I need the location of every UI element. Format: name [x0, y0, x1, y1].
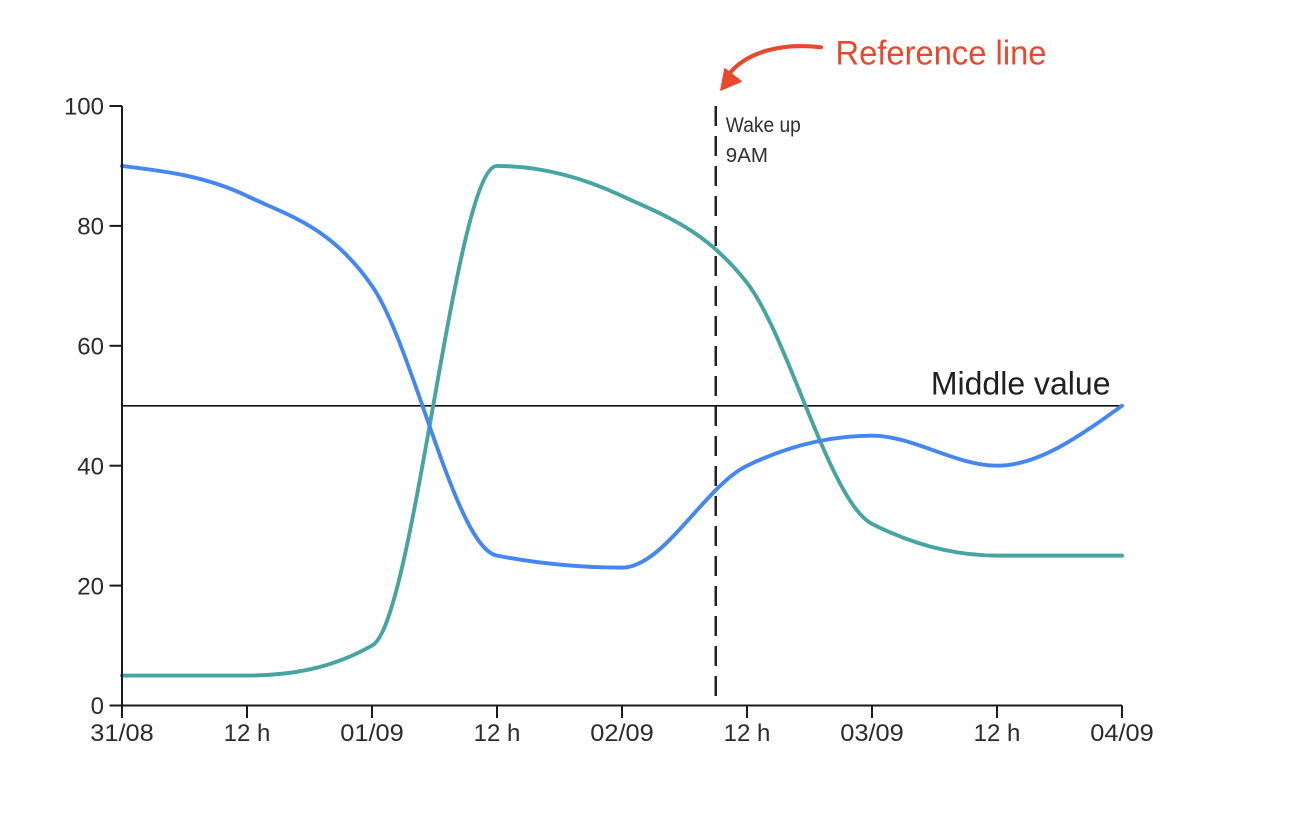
svg-text:04/09: 04/09	[1090, 720, 1154, 747]
svg-text:12 h: 12 h	[474, 720, 521, 747]
svg-text:Wake up: Wake up	[726, 113, 801, 137]
svg-text:12 h: 12 h	[974, 720, 1021, 747]
svg-text:20: 20	[77, 573, 104, 600]
svg-text:Reference line: Reference line	[836, 34, 1047, 72]
svg-text:02/09: 02/09	[590, 720, 654, 747]
svg-text:0: 0	[91, 693, 104, 720]
svg-text:31/08: 31/08	[90, 720, 154, 747]
svg-text:Middle value: Middle value	[931, 366, 1111, 402]
svg-text:12 h: 12 h	[224, 720, 271, 747]
svg-text:03/09: 03/09	[840, 720, 904, 747]
svg-text:60: 60	[77, 334, 104, 361]
svg-text:100: 100	[64, 94, 104, 121]
svg-text:01/09: 01/09	[340, 720, 404, 747]
svg-text:12 h: 12 h	[724, 720, 771, 747]
svg-text:80: 80	[77, 214, 104, 241]
svg-text:9AM: 9AM	[726, 144, 768, 167]
svg-text:40: 40	[77, 453, 104, 480]
